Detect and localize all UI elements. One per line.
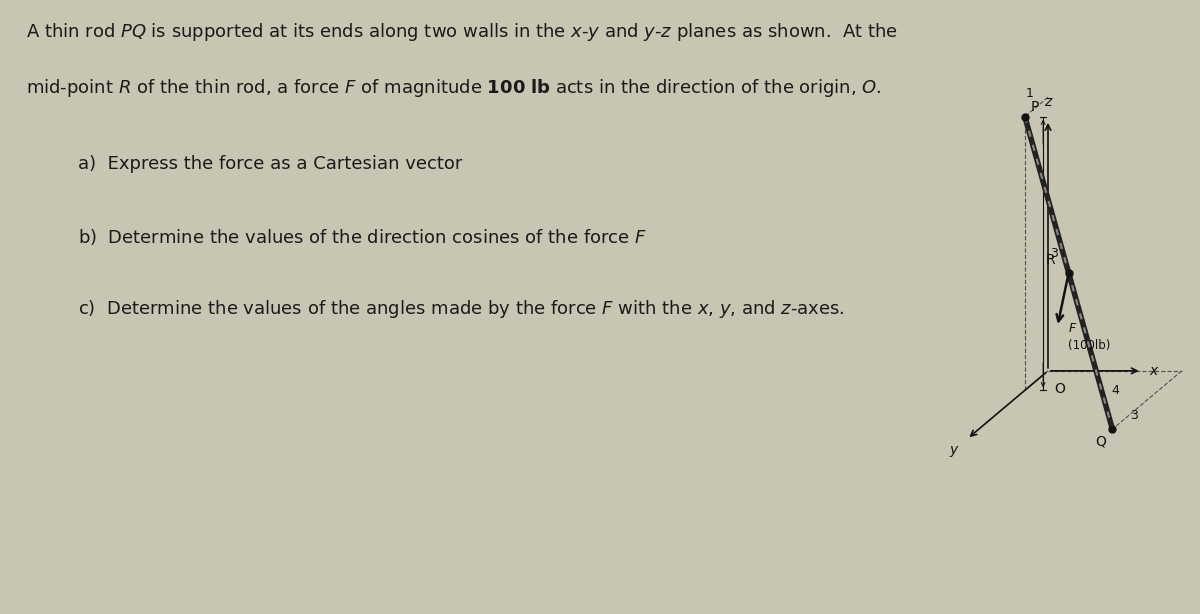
Text: $x$: $x$ bbox=[1148, 364, 1159, 378]
Text: R: R bbox=[1045, 253, 1055, 267]
Text: mid-point $\it{R}$ of the thin rod, a force $\it{F}$ of magnitude $\mathbf{100}$: mid-point $\it{R}$ of the thin rod, a fo… bbox=[26, 77, 882, 99]
Text: Q: Q bbox=[1096, 434, 1106, 448]
Text: $F$: $F$ bbox=[1068, 322, 1078, 335]
Text: a)  Express the force as a Cartesian vector: a) Express the force as a Cartesian vect… bbox=[78, 155, 462, 173]
Text: 4: 4 bbox=[1111, 384, 1118, 397]
Text: $y$: $y$ bbox=[949, 444, 960, 459]
Text: P: P bbox=[1031, 99, 1039, 114]
Text: 3: 3 bbox=[1130, 409, 1138, 422]
Text: (100lb): (100lb) bbox=[1068, 339, 1111, 352]
Text: 1: 1 bbox=[1026, 87, 1033, 99]
Text: 3: 3 bbox=[1050, 247, 1058, 260]
Text: A thin rod $\it{PQ}$ is supported at its ends along two walls in the $\it{x}$-$\: A thin rod $\it{PQ}$ is supported at its… bbox=[26, 21, 899, 44]
Text: O: O bbox=[1054, 382, 1064, 396]
Text: b)  Determine the values of the direction cosines of the force $\it{F}$: b) Determine the values of the direction… bbox=[78, 227, 647, 247]
Text: $z$: $z$ bbox=[1044, 95, 1054, 109]
Text: c)  Determine the values of the angles made by the force $\it{F}$ with the $\it{: c) Determine the values of the angles ma… bbox=[78, 298, 845, 320]
